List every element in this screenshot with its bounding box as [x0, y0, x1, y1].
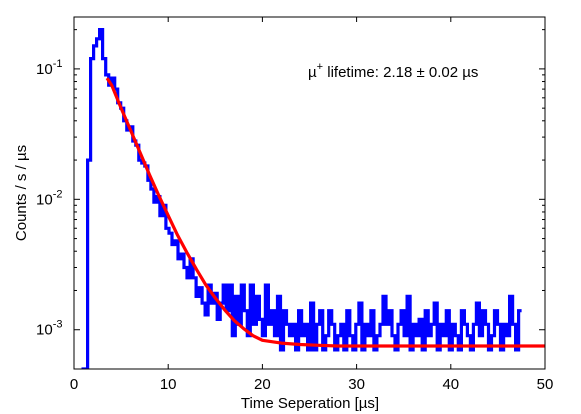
lifetime-annotation: µ+ lifetime: 2.18 ± 0.02 µs [308, 61, 478, 81]
x-tick-label: 50 [537, 376, 554, 393]
x-tick-label: 20 [254, 376, 271, 393]
x-axis-label: Time Seperation [µs] [241, 395, 379, 412]
ticks-layer: 0 10 20 30 40 50 10-1 10-2 10-3 [36, 17, 553, 393]
y-tick-label: 10-3 [36, 319, 62, 339]
fit-curve [105, 77, 545, 348]
x-tick-label: 10 [160, 376, 177, 393]
x-tick-label: 40 [442, 376, 459, 393]
y-tick-label: 10-2 [36, 188, 62, 208]
y-axis-label: Counts / s / µs [13, 145, 30, 241]
series-layer [81, 28, 545, 369]
x-tick-label: 0 [70, 376, 78, 393]
histogram-series [81, 28, 522, 369]
y-tick-label: 10-1 [36, 58, 62, 78]
x-tick-label: 30 [348, 376, 365, 393]
plot-frame [73, 16, 546, 370]
